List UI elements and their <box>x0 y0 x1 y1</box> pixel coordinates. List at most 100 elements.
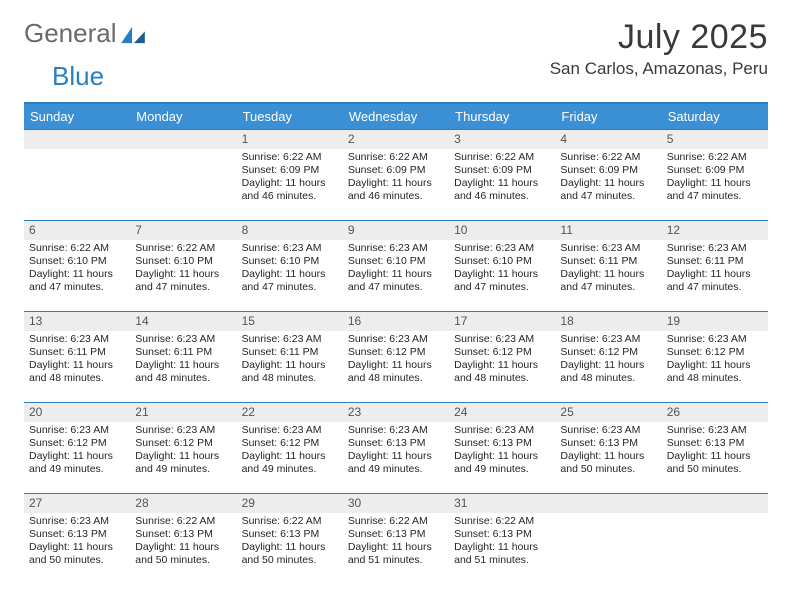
sunset-text: Sunset: 6:13 PM <box>135 528 231 541</box>
sunrise-text: Sunrise: 6:23 AM <box>560 333 656 346</box>
sunset-text: Sunset: 6:09 PM <box>454 164 550 177</box>
sunset-text: Sunset: 6:10 PM <box>454 255 550 268</box>
calendar-cell: 10Sunrise: 6:23 AMSunset: 6:10 PMDayligh… <box>449 221 555 312</box>
sunrise-text: Sunrise: 6:23 AM <box>560 424 656 437</box>
daylight-text: Daylight: 11 hours <box>348 177 444 190</box>
sunrise-text: Sunrise: 6:23 AM <box>667 333 763 346</box>
sunrise-text: Sunrise: 6:23 AM <box>348 424 444 437</box>
sunset-text: Sunset: 6:09 PM <box>242 164 338 177</box>
calendar-cell: 11Sunrise: 6:23 AMSunset: 6:11 PMDayligh… <box>555 221 661 312</box>
calendar-cell: 6Sunrise: 6:22 AMSunset: 6:10 PMDaylight… <box>24 221 130 312</box>
sunset-text: Sunset: 6:12 PM <box>242 437 338 450</box>
daylight-text: Daylight: 11 hours <box>29 541 125 554</box>
calendar-cell: 20Sunrise: 6:23 AMSunset: 6:12 PMDayligh… <box>24 403 130 494</box>
day-number: 3 <box>449 130 555 149</box>
daylight-text: and 46 minutes. <box>454 190 550 203</box>
sunset-text: Sunset: 6:12 PM <box>667 346 763 359</box>
daylight-text: and 49 minutes. <box>454 463 550 476</box>
sunset-text: Sunset: 6:11 PM <box>135 346 231 359</box>
daylight-text: and 47 minutes. <box>242 281 338 294</box>
calendar-cell: 13Sunrise: 6:23 AMSunset: 6:11 PMDayligh… <box>24 312 130 403</box>
day-number: 28 <box>130 494 236 513</box>
daylight-text: Daylight: 11 hours <box>135 268 231 281</box>
day-number: 16 <box>343 312 449 331</box>
sunset-text: Sunset: 6:10 PM <box>135 255 231 268</box>
sunrise-text: Sunrise: 6:22 AM <box>348 151 444 164</box>
sunrise-text: Sunrise: 6:22 AM <box>29 242 125 255</box>
sunset-text: Sunset: 6:09 PM <box>348 164 444 177</box>
sunrise-text: Sunrise: 6:23 AM <box>242 424 338 437</box>
sunrise-text: Sunrise: 6:23 AM <box>135 333 231 346</box>
daylight-text: and 47 minutes. <box>454 281 550 294</box>
daylight-text: Daylight: 11 hours <box>454 450 550 463</box>
calendar-cell: 4Sunrise: 6:22 AMSunset: 6:09 PMDaylight… <box>555 130 661 221</box>
day-number: 2 <box>343 130 449 149</box>
location-text: San Carlos, Amazonas, Peru <box>550 59 768 79</box>
daylight-text: Daylight: 11 hours <box>242 450 338 463</box>
day-number: 19 <box>662 312 768 331</box>
calendar-cell: 29Sunrise: 6:22 AMSunset: 6:13 PMDayligh… <box>237 494 343 585</box>
sunset-text: Sunset: 6:12 PM <box>29 437 125 450</box>
sunrise-text: Sunrise: 6:23 AM <box>29 333 125 346</box>
logo: General <box>24 18 149 49</box>
sunset-text: Sunset: 6:11 PM <box>29 346 125 359</box>
daylight-text: and 46 minutes. <box>348 190 444 203</box>
calendar-cell: 22Sunrise: 6:23 AMSunset: 6:12 PMDayligh… <box>237 403 343 494</box>
daylight-text: and 48 minutes. <box>29 372 125 385</box>
calendar-cell: 31Sunrise: 6:22 AMSunset: 6:13 PMDayligh… <box>449 494 555 585</box>
day-header: Friday <box>555 103 661 130</box>
daylight-text: Daylight: 11 hours <box>454 541 550 554</box>
daylight-text: and 48 minutes. <box>242 372 338 385</box>
sunrise-text: Sunrise: 6:23 AM <box>135 424 231 437</box>
day-number: 30 <box>343 494 449 513</box>
day-number: 8 <box>237 221 343 240</box>
sunrise-text: Sunrise: 6:23 AM <box>560 242 656 255</box>
calendar-cell: 17Sunrise: 6:23 AMSunset: 6:12 PMDayligh… <box>449 312 555 403</box>
calendar-cell: 3Sunrise: 6:22 AMSunset: 6:09 PMDaylight… <box>449 130 555 221</box>
daylight-text: and 50 minutes. <box>135 554 231 567</box>
daylight-text: Daylight: 11 hours <box>667 177 763 190</box>
daylight-text: Daylight: 11 hours <box>454 359 550 372</box>
daylight-text: Daylight: 11 hours <box>454 268 550 281</box>
calendar-cell: 19Sunrise: 6:23 AMSunset: 6:12 PMDayligh… <box>662 312 768 403</box>
sunrise-text: Sunrise: 6:23 AM <box>454 333 550 346</box>
day-number: 17 <box>449 312 555 331</box>
sunrise-text: Sunrise: 6:23 AM <box>454 242 550 255</box>
calendar-cell: 28Sunrise: 6:22 AMSunset: 6:13 PMDayligh… <box>130 494 236 585</box>
daylight-text: Daylight: 11 hours <box>242 541 338 554</box>
day-number: 5 <box>662 130 768 149</box>
daylight-text: Daylight: 11 hours <box>135 359 231 372</box>
daylight-text: Daylight: 11 hours <box>135 450 231 463</box>
day-number: 7 <box>130 221 236 240</box>
day-number: 27 <box>24 494 130 513</box>
daylight-text: Daylight: 11 hours <box>560 450 656 463</box>
sunrise-text: Sunrise: 6:22 AM <box>560 151 656 164</box>
sunrise-text: Sunrise: 6:23 AM <box>348 242 444 255</box>
day-header: Monday <box>130 103 236 130</box>
calendar-cell: 1Sunrise: 6:22 AMSunset: 6:09 PMDaylight… <box>237 130 343 221</box>
day-number <box>555 494 661 513</box>
daylight-text: and 49 minutes. <box>348 463 444 476</box>
day-header: Tuesday <box>237 103 343 130</box>
daylight-text: Daylight: 11 hours <box>560 177 656 190</box>
sunrise-text: Sunrise: 6:22 AM <box>135 242 231 255</box>
sunrise-text: Sunrise: 6:23 AM <box>242 333 338 346</box>
daylight-text: Daylight: 11 hours <box>348 450 444 463</box>
sunrise-text: Sunrise: 6:22 AM <box>348 515 444 528</box>
calendar-cell: 15Sunrise: 6:23 AMSunset: 6:11 PMDayligh… <box>237 312 343 403</box>
calendar-cell: 12Sunrise: 6:23 AMSunset: 6:11 PMDayligh… <box>662 221 768 312</box>
calendar-cell: 16Sunrise: 6:23 AMSunset: 6:12 PMDayligh… <box>343 312 449 403</box>
day-number: 20 <box>24 403 130 422</box>
calendar-week-row: 27Sunrise: 6:23 AMSunset: 6:13 PMDayligh… <box>24 494 768 585</box>
sunset-text: Sunset: 6:11 PM <box>560 255 656 268</box>
sunrise-text: Sunrise: 6:22 AM <box>242 515 338 528</box>
sunset-text: Sunset: 6:13 PM <box>454 437 550 450</box>
calendar-cell: 30Sunrise: 6:22 AMSunset: 6:13 PMDayligh… <box>343 494 449 585</box>
day-number: 23 <box>343 403 449 422</box>
calendar-body: 1Sunrise: 6:22 AMSunset: 6:09 PMDaylight… <box>24 130 768 585</box>
calendar-week-row: 1Sunrise: 6:22 AMSunset: 6:09 PMDaylight… <box>24 130 768 221</box>
daylight-text: Daylight: 11 hours <box>560 268 656 281</box>
day-number: 18 <box>555 312 661 331</box>
calendar-cell: 24Sunrise: 6:23 AMSunset: 6:13 PMDayligh… <box>449 403 555 494</box>
sunset-text: Sunset: 6:13 PM <box>560 437 656 450</box>
